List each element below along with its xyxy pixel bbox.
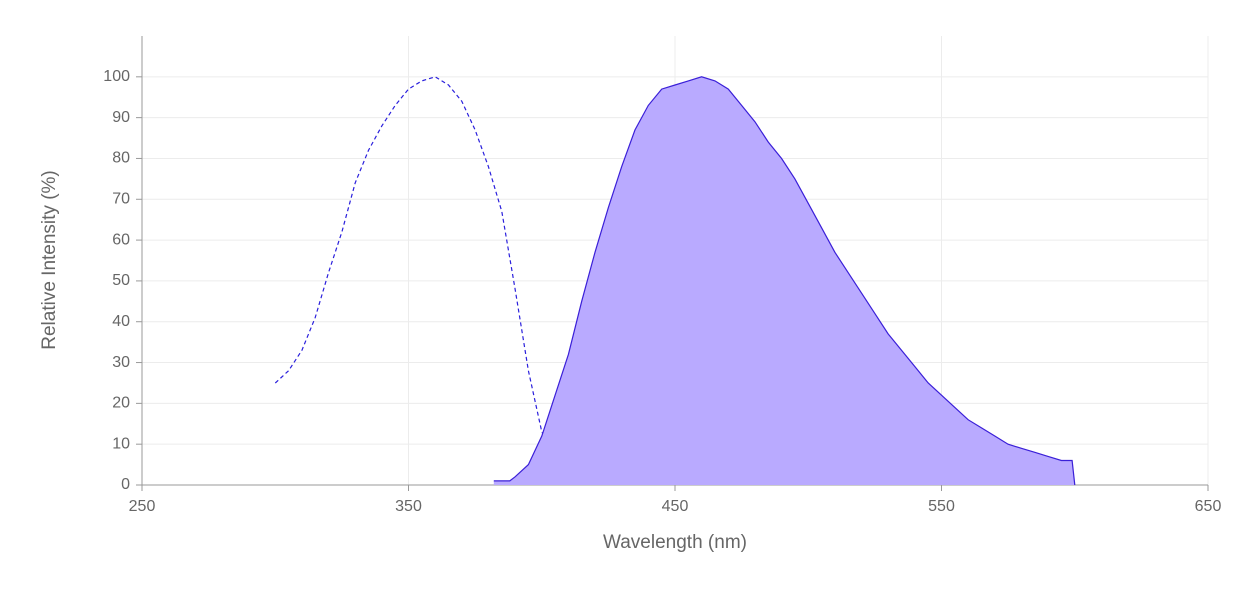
emission-line xyxy=(493,76,1076,486)
y-axis-label: Relative Intensity (%) xyxy=(39,170,60,350)
y-tick-label: 20 xyxy=(112,395,130,412)
y-tick-label: 50 xyxy=(112,272,130,289)
y-tick-label: 10 xyxy=(112,435,130,452)
x-tick-label: 250 xyxy=(129,498,156,515)
x-tick-label: 650 xyxy=(1195,498,1222,515)
y-tick-label: 0 xyxy=(121,476,130,493)
y-tick-label: 90 xyxy=(112,109,130,126)
x-axis-label: Wavelength (nm) xyxy=(603,532,747,553)
area-fill xyxy=(493,76,1075,486)
y-tick-label: 60 xyxy=(112,231,130,248)
y-tick-label: 80 xyxy=(112,150,130,167)
y-tick-label: 70 xyxy=(112,190,130,207)
x-tick-label: 350 xyxy=(395,498,422,515)
x-tick-label: 550 xyxy=(928,498,955,515)
y-tick-label: 40 xyxy=(112,313,130,330)
y-tick-label: 100 xyxy=(103,68,130,85)
x-tick-label: 450 xyxy=(662,498,689,515)
y-tick-label: 30 xyxy=(112,354,130,371)
